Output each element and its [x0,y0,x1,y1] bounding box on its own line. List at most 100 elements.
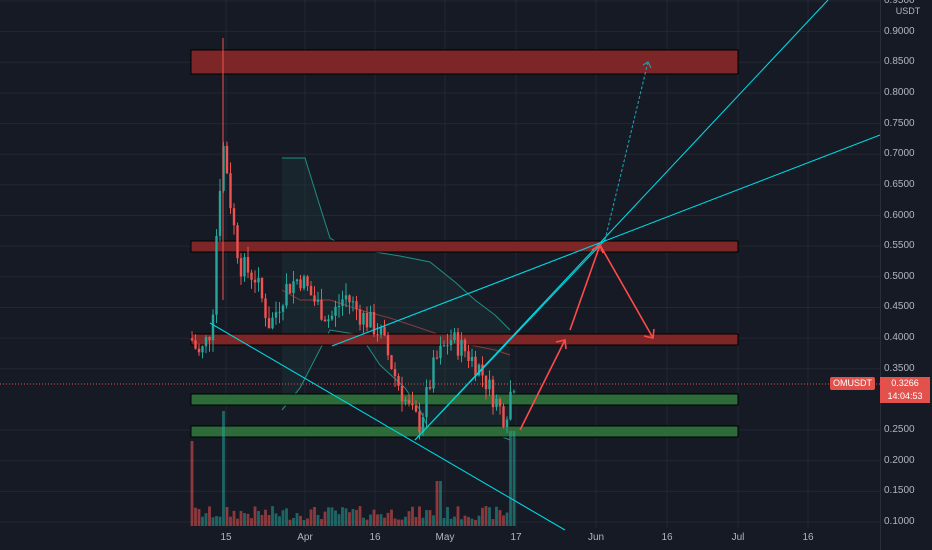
candle-body [292,281,295,294]
candle-body [481,364,484,376]
resistance-zone-top[interactable] [190,49,739,75]
candle-body [456,332,460,356]
candle-body [288,283,292,294]
symbol-label: OMUSDT [830,377,875,390]
support-zone-lower[interactable] [190,425,739,438]
price-tick: 0.4500 [884,301,915,313]
price-tick: 0.5000 [884,270,915,282]
volume-bar [418,506,421,526]
candle-body [425,387,428,418]
volume-bar [446,507,449,526]
volume-bar [383,517,386,526]
time-tick: 16 [802,532,814,543]
volume-bar [288,519,292,526]
candle-body [509,391,512,420]
volume-bar [320,519,323,526]
volume-bar [309,509,313,526]
volume-bar [211,517,215,526]
price-tick: 0.2500 [884,424,915,436]
volume-bar [257,511,260,526]
candle-body [225,145,229,174]
candle-body [470,356,474,361]
volume-bar [397,519,400,526]
volume-bar [348,512,351,526]
volume-bar [274,513,278,526]
volume-bar [218,516,222,526]
volume-bar [285,508,288,526]
candle-body [229,173,232,209]
volume-bar [400,519,404,526]
volume-bar [267,514,271,526]
volume-bar [358,506,362,526]
candle-body [386,335,390,356]
volume-bar [393,518,397,526]
volume-bar [386,512,390,526]
resistance-zone-middle[interactable] [190,240,739,253]
volume-bar [295,513,299,526]
volume-bar [365,519,369,526]
candlesticks[interactable] [190,38,516,440]
price-tick: 0.4000 [884,332,915,344]
candle-body [421,417,425,433]
price-tick: 0.3500 [884,362,915,374]
candle-body [208,336,211,341]
candle-body [418,411,421,433]
candle-body [498,398,502,407]
candle-body [390,355,393,370]
volume-bar [253,506,257,526]
volume-bar [337,514,341,526]
volume-bar [299,515,302,526]
volume-bar [379,514,383,526]
candle-body [257,277,260,283]
volume-bar [474,519,477,526]
projection-arrows[interactable] [519,61,655,431]
volume-bar [201,516,204,526]
volume-bar [502,515,505,526]
candle-body [344,295,348,300]
volume-bar [327,507,330,526]
candle-body [407,399,411,404]
arrow-up-1 [519,339,566,431]
volume-bar [477,515,481,526]
volume-bar [197,509,201,526]
candle-body [211,314,215,341]
candle-body [278,311,281,313]
volume-bar [215,516,218,526]
price-unit-label: USDT [895,6,921,16]
arrow-down [599,244,654,339]
bar-countdown: 14:04:53 [887,391,923,401]
candle-body [446,345,449,347]
volume-bar [260,514,264,526]
price-tick: 0.6000 [884,209,915,221]
volume-bar [509,431,512,526]
candle-body [337,306,341,308]
candle-body [484,375,488,390]
volume-bar [463,515,467,526]
volume-bar [439,481,442,526]
candle-body [341,299,344,307]
volume-bar [306,518,309,526]
candle-body [232,208,236,226]
price-tick: 0.7000 [884,148,915,160]
ascending-fan-line-1 [414,0,829,441]
candle-body [512,391,516,393]
arrow-up-2 [569,244,601,331]
volume-bar [372,509,376,526]
price-tick: 0.8000 [884,86,915,98]
candle-body [491,379,495,408]
candle-body [271,317,274,329]
last-price: 0.3266 [891,378,919,388]
volume-bar [390,509,393,526]
price-axis[interactable] [880,0,932,550]
support-zone-upper[interactable] [190,393,739,406]
candle-body [435,357,439,359]
candle-body [502,406,505,427]
candle-body [495,398,498,408]
price-tick: 0.1000 [884,516,915,527]
time-tick: Jun [587,532,605,543]
trend-lines[interactable] [209,0,881,531]
volume-bar [243,513,246,526]
volume-bar [313,506,316,526]
volume-bar [246,513,250,526]
